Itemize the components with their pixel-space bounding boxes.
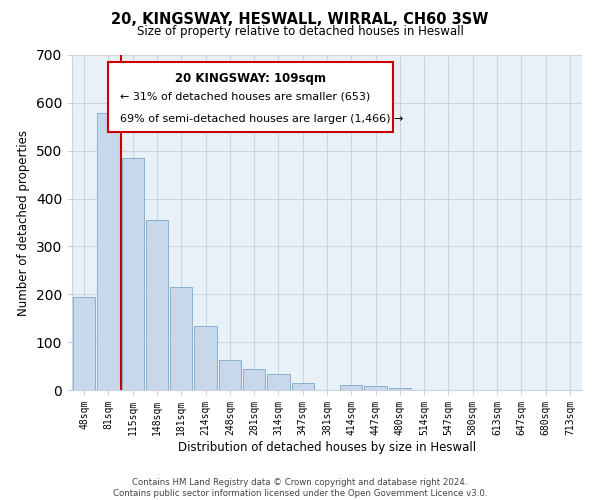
Bar (389, 388, 411, 390)
Text: Contains HM Land Registry data © Crown copyright and database right 2024.
Contai: Contains HM Land Registry data © Crown c… (113, 478, 487, 498)
Text: 20 KINGSWAY: 109sqm: 20 KINGSWAY: 109sqm (175, 72, 326, 85)
Bar (243, 370, 265, 390)
X-axis label: Distribution of detached houses by size in Heswall: Distribution of detached houses by size … (178, 440, 476, 454)
FancyBboxPatch shape (108, 62, 394, 132)
Bar (340, 385, 362, 390)
Bar (364, 386, 387, 390)
Bar (267, 374, 290, 390)
Text: 69% of semi-detached houses are larger (1,466) →: 69% of semi-detached houses are larger (… (121, 114, 404, 124)
Bar (146, 220, 168, 390)
Text: Size of property relative to detached houses in Heswall: Size of property relative to detached ho… (137, 25, 463, 38)
Text: ← 31% of detached houses are smaller (653): ← 31% of detached houses are smaller (65… (121, 92, 371, 102)
Bar (97, 114, 119, 390)
Bar (170, 287, 193, 390)
Bar (292, 383, 314, 390)
Bar (218, 360, 241, 390)
Bar (194, 326, 217, 390)
Y-axis label: Number of detached properties: Number of detached properties (17, 130, 31, 316)
Text: 20, KINGSWAY, HESWALL, WIRRAL, CH60 3SW: 20, KINGSWAY, HESWALL, WIRRAL, CH60 3SW (112, 12, 488, 28)
Bar (73, 296, 95, 390)
Bar (122, 158, 144, 390)
